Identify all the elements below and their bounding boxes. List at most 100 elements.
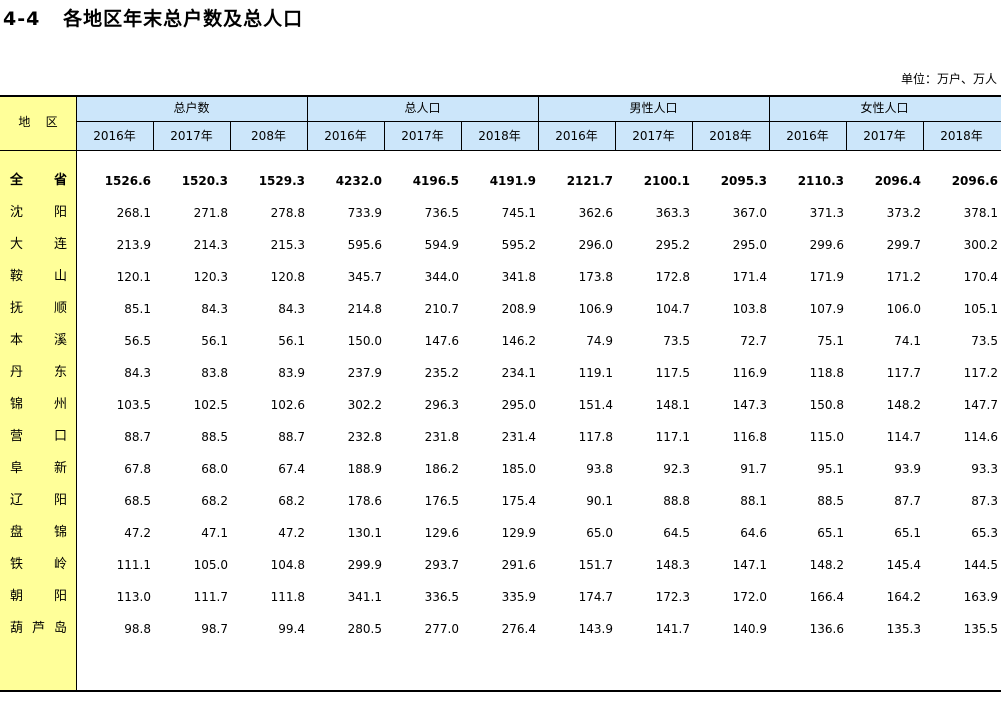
table-cell: 105.1 [963, 302, 998, 316]
table-cell: 56.1 [201, 334, 228, 348]
year-header: 2018年 [709, 129, 752, 143]
table-cell: 141.7 [655, 622, 690, 636]
region-name: 阳 [54, 205, 68, 220]
region-name: 铁 [10, 557, 24, 572]
table-cell: 163.9 [963, 590, 998, 604]
region-name: 连 [54, 237, 68, 252]
table-cell: 231.8 [424, 430, 459, 444]
table-cell: 151.7 [578, 558, 613, 572]
table-cell: 146.2 [501, 334, 536, 348]
table-cell: 147.3 [732, 398, 767, 412]
table-cell: 172.0 [732, 590, 767, 604]
table-cell: 117.7 [886, 366, 921, 380]
table-cell: 185.0 [501, 462, 536, 476]
region-name: 辽 [10, 493, 24, 508]
table-cell: 299.7 [886, 238, 921, 252]
table-cell: 72.7 [740, 334, 767, 348]
table-cell: 2121.7 [566, 174, 613, 188]
table-cell: 300.2 [963, 238, 998, 252]
table-cell: 299.9 [347, 558, 382, 572]
table-cell: 277.0 [424, 622, 459, 636]
table-cell: 234.1 [501, 366, 536, 380]
table-cell: 118.8 [809, 366, 844, 380]
table-cell: 2096.6 [951, 174, 998, 188]
table-cell: 171.9 [809, 270, 844, 284]
table-cell: 83.8 [201, 366, 228, 380]
group-header: 男性人口 [629, 101, 678, 115]
table-cell: 88.1 [740, 494, 767, 508]
region-name: 州 [54, 397, 68, 412]
table-cell: 170.4 [963, 270, 998, 284]
table-cell: 148.2 [886, 398, 921, 412]
group-header: 总人口 [404, 101, 441, 115]
table-cell: 95.1 [817, 462, 844, 476]
table-cell: 147.7 [963, 398, 998, 412]
table-cell: 296.3 [424, 398, 459, 412]
table-cell: 102.6 [270, 398, 305, 412]
table-cell: 293.7 [424, 558, 459, 572]
table-cell: 178.6 [347, 494, 382, 508]
table-cell: 140.9 [732, 622, 767, 636]
region-name: 阳 [54, 589, 68, 604]
table-cell: 296.0 [578, 238, 613, 252]
table-cell: 120.3 [193, 270, 228, 284]
table-cell: 103.5 [116, 398, 151, 412]
table-cell: 47.1 [201, 526, 228, 540]
group-divider [538, 95, 539, 150]
table-cell: 65.1 [817, 526, 844, 540]
table-cell: 176.5 [424, 494, 459, 508]
table-cell: 174.7 [578, 590, 613, 604]
table-cell: 237.9 [347, 366, 382, 380]
table-cell: 231.4 [501, 430, 536, 444]
table-cell: 88.5 [201, 430, 228, 444]
table-cell: 111.8 [270, 590, 305, 604]
region-name: 省 [54, 173, 68, 188]
table-cell: 114.7 [886, 430, 921, 444]
population-table: 地 区 总户数 总人口 男性人口 女性人口 2016年 2017年 208年 2016年 201… [0, 95, 1001, 692]
table-cell: 186.2 [424, 462, 459, 476]
region-name: 葫 [10, 621, 24, 636]
year-header: 2017年 [170, 129, 213, 143]
table-cell: 208.9 [501, 302, 536, 316]
table-cell: 68.0 [201, 462, 228, 476]
region-name: 芦 [32, 621, 46, 636]
region-name: 大 [10, 237, 24, 252]
region-name: 朝 [10, 589, 24, 604]
table-cell: 88.8 [663, 494, 690, 508]
table-cell: 64.5 [663, 526, 690, 540]
table-cell: 84.3 [124, 366, 151, 380]
table-cell: 116.8 [732, 430, 767, 444]
table-cell: 171.4 [732, 270, 767, 284]
year-header: 2016年 [786, 129, 829, 143]
table-cell: 102.5 [193, 398, 228, 412]
table-cell: 172.8 [655, 270, 690, 284]
table-cell: 371.3 [809, 206, 844, 220]
year-divider [230, 121, 231, 150]
region-name: 岛 [54, 621, 68, 636]
group-header: 女性人口 [860, 101, 909, 115]
table-cell: 68.2 [201, 494, 228, 508]
group-divider [307, 95, 308, 150]
table-cell: 92.3 [663, 462, 690, 476]
table-cell: 4191.9 [489, 174, 536, 188]
table-cell: 47.2 [124, 526, 151, 540]
table-cell: 302.2 [347, 398, 382, 412]
table-cell: 280.5 [347, 622, 382, 636]
table-cell: 363.3 [655, 206, 690, 220]
table-cell: 115.0 [809, 430, 844, 444]
table-cell: 103.8 [732, 302, 767, 316]
year-divider [846, 121, 847, 150]
table-cell: 232.8 [347, 430, 382, 444]
region-name: 阳 [54, 493, 68, 508]
group-header: 总户数 [173, 101, 210, 115]
table-cell: 93.3 [971, 462, 998, 476]
year-divider [384, 121, 385, 150]
table-cell: 117.8 [578, 430, 613, 444]
table-cell: 99.4 [278, 622, 305, 636]
table-cell: 88.5 [817, 494, 844, 508]
year-divider [923, 121, 924, 150]
table-cell: 90.1 [586, 494, 613, 508]
year-header: 2016年 [324, 129, 367, 143]
table-bottom-border [0, 690, 1001, 692]
table-cell: 147.6 [424, 334, 459, 348]
